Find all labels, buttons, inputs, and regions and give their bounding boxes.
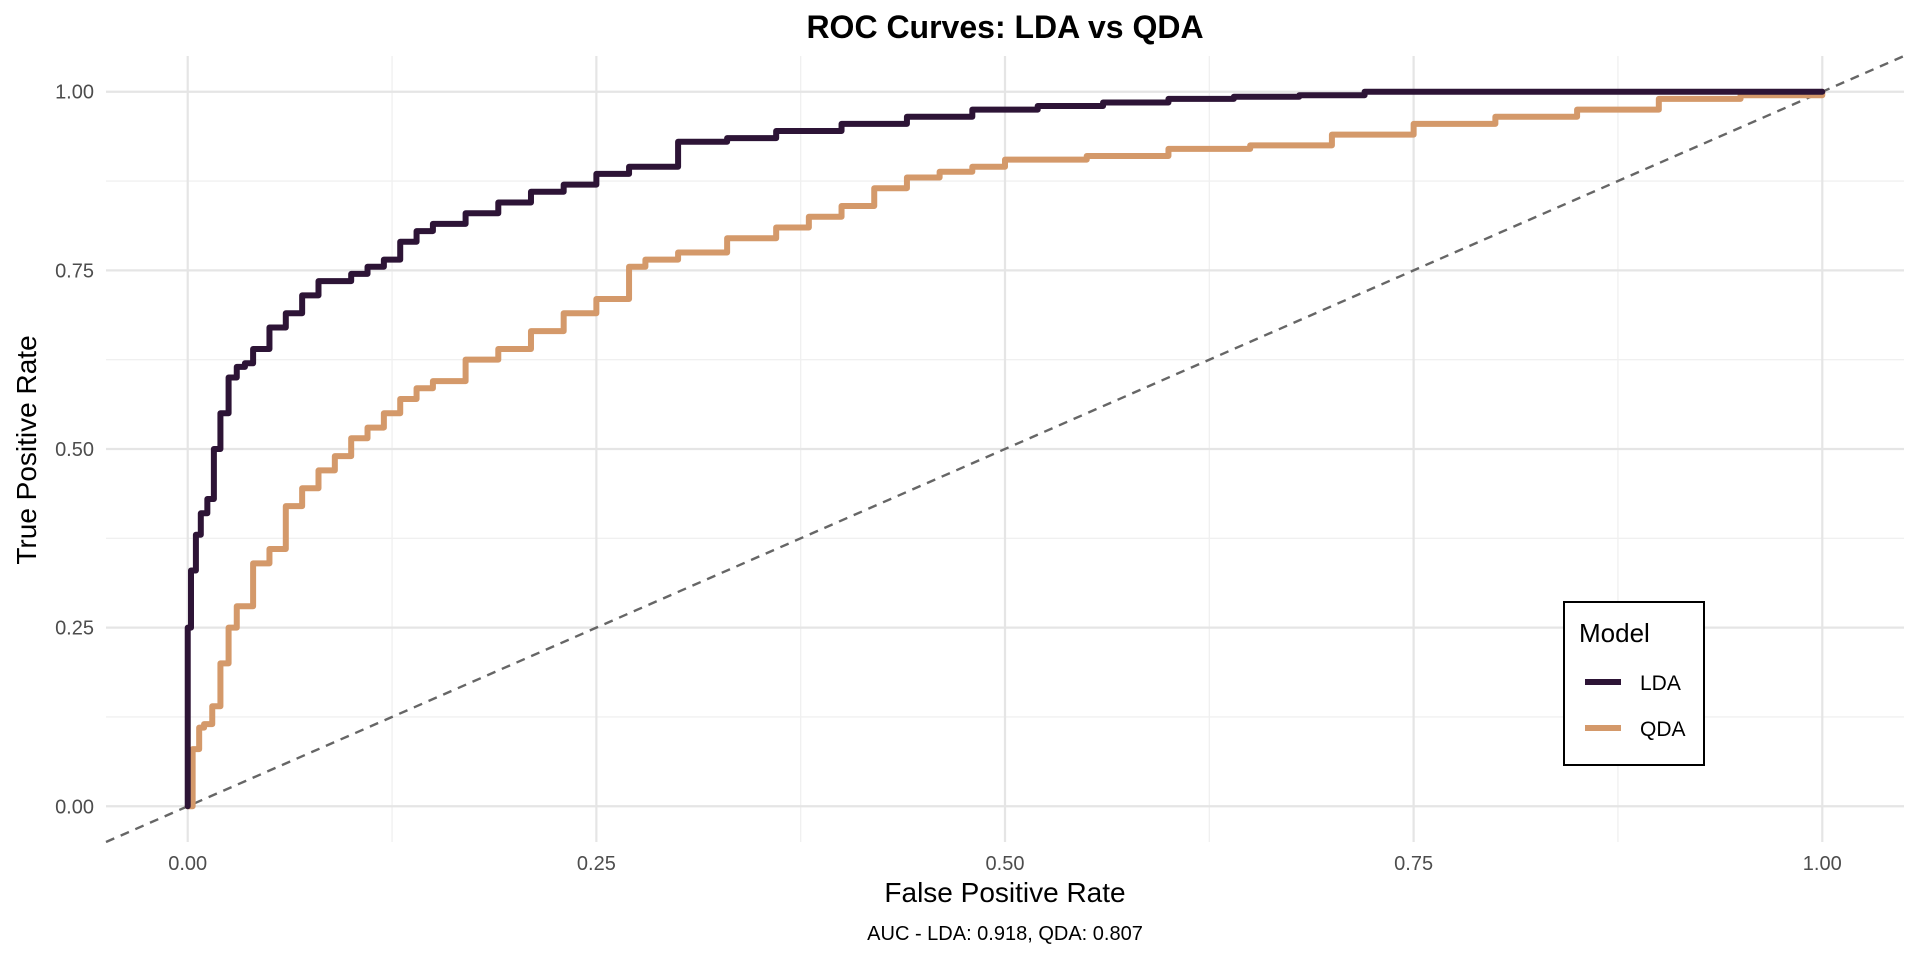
legend-title: Model (1579, 618, 1650, 648)
x-axis-ticks: 0.00 0.25 0.50 0.75 1.00 (168, 853, 1841, 875)
x-tick-label: 0.50 (986, 853, 1025, 875)
legend: Model LDA QDA (1563, 601, 1705, 766)
chart-title: ROC Curves: LDA vs QDA (806, 9, 1203, 45)
grid (106, 56, 1904, 842)
x-tick-label: 0.00 (168, 853, 207, 875)
y-axis-ticks: 0.00 0.25 0.50 0.75 1.00 (55, 82, 94, 819)
x-tick-label: 0.75 (1394, 853, 1433, 875)
x-axis-title: False Positive Rate (884, 877, 1125, 908)
series-line-qda (184, 88, 1826, 810)
x-tick-label: 1.00 (1803, 853, 1842, 875)
y-tick-label: 1.00 (55, 82, 94, 104)
series-lines (184, 88, 1826, 810)
diagonal-reference-line (105, 54, 1905, 844)
legend-label-lda: LDA (1640, 672, 1681, 695)
y-tick-label: 0.00 (55, 796, 94, 818)
y-tick-label: 0.25 (55, 618, 94, 640)
reference-line (105, 54, 1905, 844)
y-tick-label: 0.50 (55, 439, 94, 461)
x-tick-label: 0.25 (577, 853, 616, 875)
series-line-lda (184, 88, 1826, 810)
chart-caption: AUC - LDA: 0.918, QDA: 0.807 (867, 923, 1143, 945)
y-axis-title: True Positive Rate (11, 335, 42, 564)
y-tick-label: 0.75 (55, 260, 94, 282)
legend-label-qda: QDA (1640, 718, 1686, 741)
